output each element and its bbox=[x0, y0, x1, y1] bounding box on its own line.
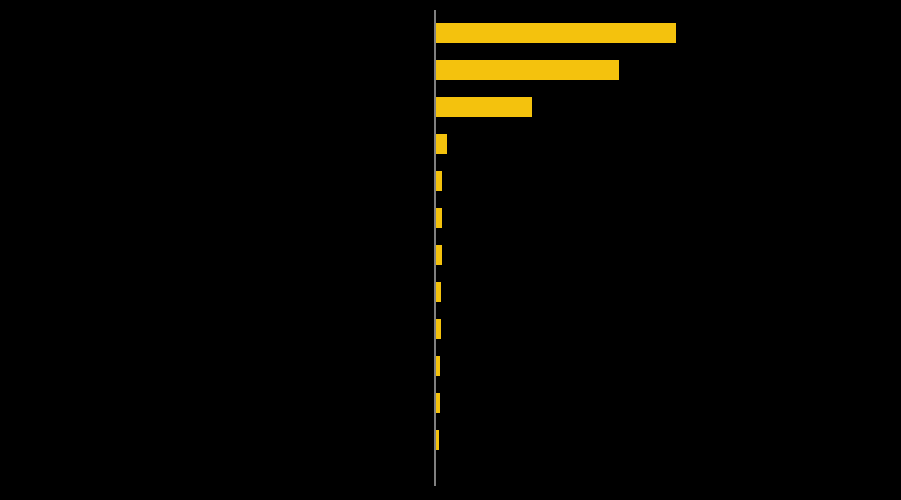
bar-0 bbox=[436, 23, 676, 43]
bar-8 bbox=[436, 319, 441, 339]
bar-4 bbox=[436, 171, 442, 191]
bar-1 bbox=[436, 60, 619, 80]
bar-6 bbox=[436, 245, 442, 265]
bar-chart bbox=[0, 0, 901, 500]
bar-10 bbox=[436, 393, 440, 413]
bar-7 bbox=[436, 282, 441, 302]
bar-11 bbox=[436, 430, 439, 450]
bar-3 bbox=[436, 134, 447, 154]
bar-2 bbox=[436, 97, 532, 117]
bar-5 bbox=[436, 208, 442, 228]
bar-9 bbox=[436, 356, 440, 376]
